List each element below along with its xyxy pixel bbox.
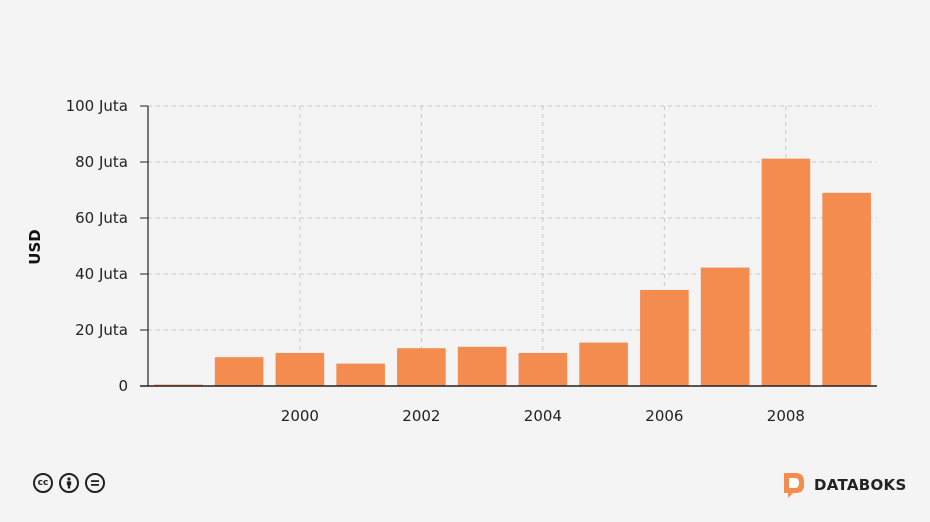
x-tick-label: 2000 — [281, 407, 319, 425]
x-tick-label: 2008 — [767, 407, 805, 425]
bars — [154, 158, 871, 386]
y-tick-label: 80 Juta — [75, 153, 128, 171]
bar — [579, 342, 628, 386]
brand-name: DATABOKS — [814, 476, 907, 494]
y-tick-label: 100 Juta — [66, 97, 128, 115]
nd-icon — [85, 473, 105, 493]
brand: DATABOKS — [782, 472, 907, 498]
bar — [640, 289, 689, 386]
y-axis-label: USD — [26, 229, 44, 264]
cc-icon: cc — [33, 473, 53, 493]
bar — [822, 192, 871, 386]
by-icon — [59, 473, 79, 493]
x-tick-label: 2004 — [524, 407, 562, 425]
bar — [518, 352, 568, 386]
bar — [700, 267, 750, 386]
bar — [275, 352, 325, 386]
license-icons: cc — [33, 473, 105, 493]
x-tick-labels: 2000 2002 2004 2006 2008 — [281, 407, 805, 425]
axes — [140, 105, 877, 387]
x-tick-label: 2006 — [645, 407, 683, 425]
y-tick-label: 20 Juta — [75, 321, 128, 339]
y-tick-label: 60 Juta — [75, 209, 128, 227]
bar — [336, 363, 385, 386]
y-tick-label: 0 — [118, 377, 128, 395]
databoks-logo-icon — [784, 473, 804, 498]
y-tick-labels: 0 20 Juta 40 Juta 60 Juta 80 Juta 100 Juta — [66, 97, 128, 395]
y-tick-label: 40 Juta — [75, 265, 128, 283]
bar — [761, 158, 811, 386]
x-tick-label: 2002 — [402, 407, 440, 425]
bar — [457, 346, 507, 386]
bar — [397, 348, 446, 386]
bar — [214, 357, 264, 386]
